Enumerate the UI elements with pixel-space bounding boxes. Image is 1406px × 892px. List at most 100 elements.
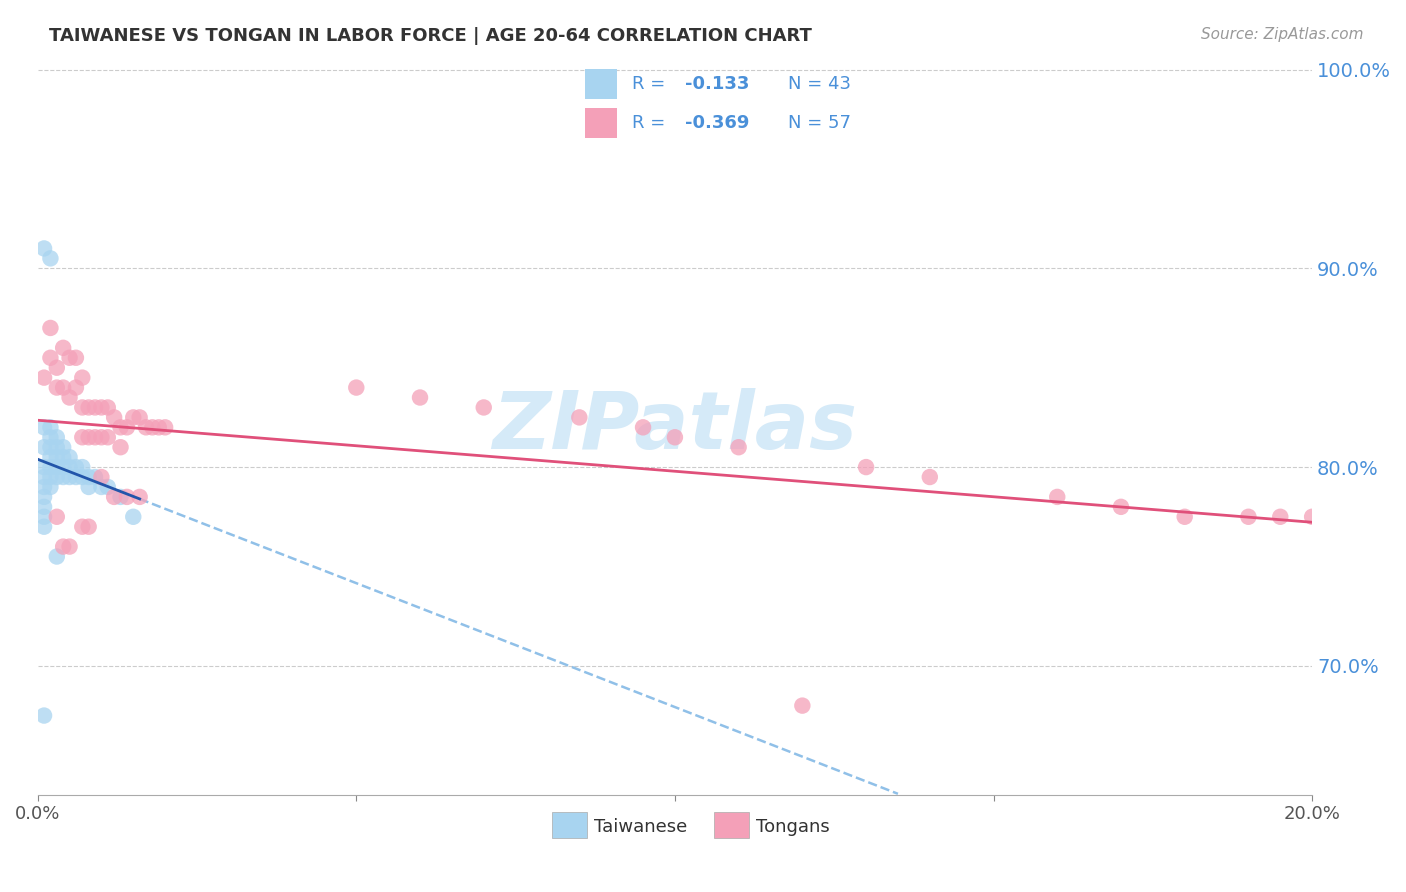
Point — [45, 509, 67, 524]
Point — [32, 490, 55, 504]
Point — [39, 351, 62, 365]
Point — [918, 470, 941, 484]
Point — [72, 470, 94, 484]
Point — [52, 381, 75, 395]
Point — [39, 440, 62, 454]
Point — [1237, 509, 1260, 524]
Point — [58, 351, 80, 365]
Point — [72, 401, 94, 415]
Text: Source: ZipAtlas.com: Source: ZipAtlas.com — [1201, 27, 1364, 42]
Point — [39, 460, 62, 475]
Point — [631, 420, 654, 434]
Point — [52, 341, 75, 355]
Point — [45, 549, 67, 564]
Point — [97, 430, 120, 444]
Point — [97, 480, 120, 494]
Point — [77, 519, 100, 533]
Point — [110, 440, 132, 454]
Point — [52, 440, 75, 454]
Point — [792, 698, 814, 713]
Point — [58, 460, 80, 475]
Point — [84, 430, 107, 444]
Point — [45, 470, 67, 484]
Point — [32, 509, 55, 524]
Point — [39, 321, 62, 335]
Point — [90, 430, 112, 444]
Point — [90, 470, 112, 484]
Point — [72, 370, 94, 384]
Point — [39, 420, 62, 434]
Point — [65, 470, 87, 484]
Point — [472, 401, 495, 415]
Point — [664, 430, 686, 444]
Point — [39, 480, 62, 494]
Point — [45, 430, 67, 444]
Point — [52, 460, 75, 475]
Point — [90, 480, 112, 494]
Point — [1174, 509, 1197, 524]
Point — [32, 480, 55, 494]
Point — [1109, 500, 1132, 514]
Point — [32, 420, 55, 434]
Point — [115, 420, 138, 434]
Point — [32, 440, 55, 454]
Text: Tongans: Tongans — [756, 818, 830, 836]
Point — [84, 401, 107, 415]
Point — [97, 401, 120, 415]
Point — [65, 460, 87, 475]
Point — [52, 470, 75, 484]
Point — [727, 440, 749, 454]
Point — [65, 381, 87, 395]
Point — [32, 470, 55, 484]
Point — [32, 519, 55, 533]
Point — [39, 430, 62, 444]
Point — [58, 470, 80, 484]
Point — [32, 460, 55, 475]
Point — [65, 351, 87, 365]
Point — [122, 410, 145, 425]
Point — [45, 460, 67, 475]
Point — [52, 450, 75, 464]
Point — [52, 540, 75, 554]
Point — [153, 420, 176, 434]
Point — [122, 509, 145, 524]
Point — [103, 490, 125, 504]
Point — [32, 708, 55, 723]
Point — [141, 420, 163, 434]
Point — [128, 490, 150, 504]
Text: TAIWANESE VS TONGAN IN LABOR FORCE | AGE 20-64 CORRELATION CHART: TAIWANESE VS TONGAN IN LABOR FORCE | AGE… — [49, 27, 813, 45]
Point — [77, 470, 100, 484]
Point — [72, 430, 94, 444]
Point — [58, 391, 80, 405]
Point — [39, 450, 62, 464]
Point — [45, 440, 67, 454]
Point — [103, 410, 125, 425]
Point — [855, 460, 877, 475]
Point — [32, 370, 55, 384]
Point — [45, 381, 67, 395]
Point — [72, 460, 94, 475]
Point — [128, 410, 150, 425]
Point — [1270, 509, 1292, 524]
Point — [568, 410, 591, 425]
Text: ZIPatlas: ZIPatlas — [492, 388, 858, 467]
Point — [39, 470, 62, 484]
Point — [77, 480, 100, 494]
Point — [72, 519, 94, 533]
Point — [45, 360, 67, 375]
Point — [32, 500, 55, 514]
Point — [32, 242, 55, 256]
Point — [1301, 509, 1323, 524]
Point — [39, 252, 62, 266]
Point — [58, 450, 80, 464]
Point — [77, 401, 100, 415]
Point — [344, 381, 367, 395]
Point — [110, 420, 132, 434]
Point — [77, 430, 100, 444]
Point — [135, 420, 157, 434]
Point — [409, 391, 432, 405]
Point — [1046, 490, 1069, 504]
Point — [148, 420, 170, 434]
Point — [58, 540, 80, 554]
Point — [115, 490, 138, 504]
